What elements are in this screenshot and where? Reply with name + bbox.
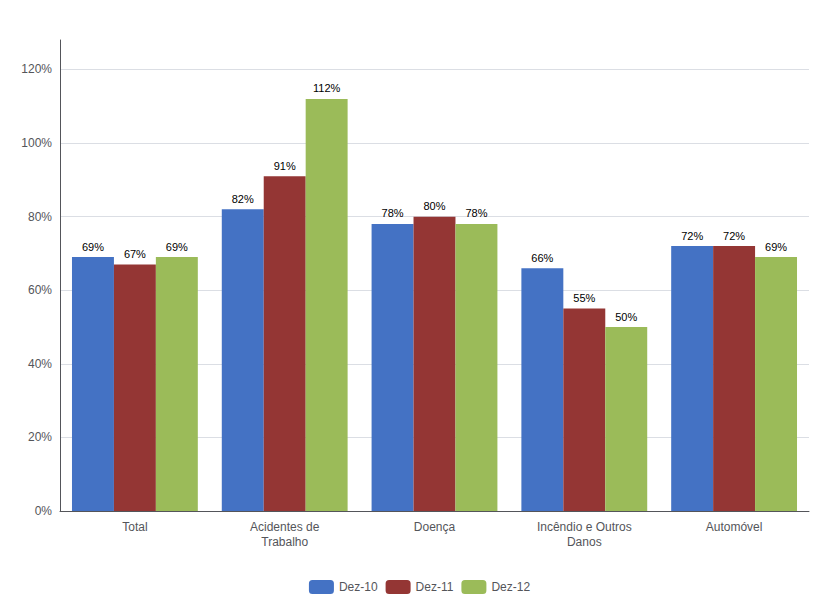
svg-text:80%: 80% xyxy=(423,200,445,212)
svg-text:Dez-12: Dez-12 xyxy=(491,580,530,594)
svg-text:72%: 72% xyxy=(723,230,745,242)
svg-text:40%: 40% xyxy=(28,357,52,371)
svg-text:0%: 0% xyxy=(35,504,53,518)
svg-text:82%: 82% xyxy=(232,193,254,205)
svg-text:78%: 78% xyxy=(382,207,404,219)
svg-text:69%: 69% xyxy=(82,241,104,253)
svg-text:78%: 78% xyxy=(465,207,487,219)
svg-text:120%: 120% xyxy=(21,62,52,76)
svg-text:Acidentes de: Acidentes de xyxy=(250,520,320,534)
svg-text:Doença: Doença xyxy=(414,520,456,534)
svg-text:Total: Total xyxy=(122,520,147,534)
svg-text:66%: 66% xyxy=(531,252,553,264)
svg-text:Dez-10: Dez-10 xyxy=(339,580,378,594)
svg-text:69%: 69% xyxy=(166,241,188,253)
svg-text:20%: 20% xyxy=(28,430,52,444)
svg-text:Trabalho: Trabalho xyxy=(261,535,308,549)
svg-text:112%: 112% xyxy=(313,82,341,94)
svg-text:Incêndio e Outros: Incêndio e Outros xyxy=(537,520,632,534)
svg-text:50%: 50% xyxy=(615,311,637,323)
svg-text:55%: 55% xyxy=(573,292,595,304)
svg-text:67%: 67% xyxy=(124,248,146,260)
svg-text:72%: 72% xyxy=(681,230,703,242)
svg-text:Automóvel: Automóvel xyxy=(706,520,763,534)
svg-text:69%: 69% xyxy=(765,241,787,253)
svg-text:Danos: Danos xyxy=(567,535,602,549)
svg-text:91%: 91% xyxy=(274,160,296,172)
svg-text:60%: 60% xyxy=(28,283,52,297)
svg-text:Dez-11: Dez-11 xyxy=(416,580,454,594)
svg-text:80%: 80% xyxy=(28,210,52,224)
svg-text:100%: 100% xyxy=(21,136,52,150)
